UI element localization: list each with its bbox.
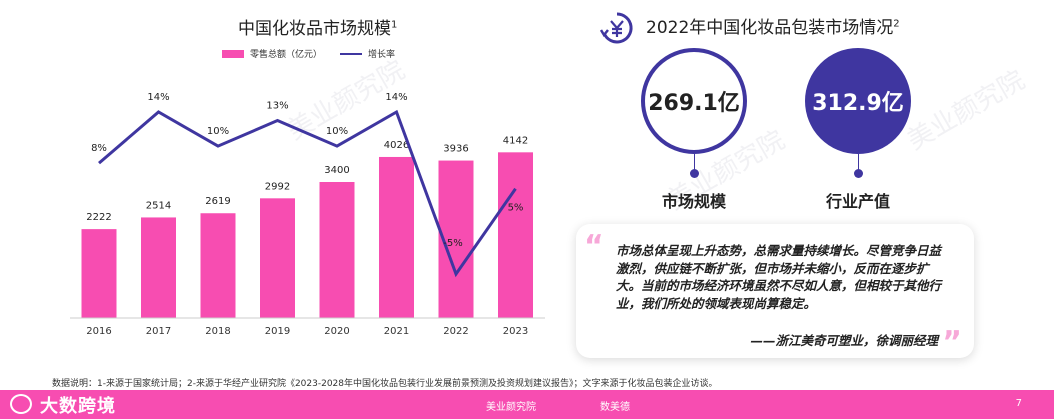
yen-cycle-icon [600, 12, 633, 44]
bar-2018 [200, 213, 236, 318]
quote-close-mark: ” [942, 325, 962, 360]
growth-rate-label: 10% [207, 126, 229, 137]
chart-legend: 零售总额（亿元） 增长率 [222, 47, 395, 60]
page-number: 7 [1015, 398, 1022, 409]
x-tick-label: 2021 [384, 326, 409, 337]
x-tick-label: 2018 [205, 326, 230, 337]
bar-value-label: 2514 [146, 200, 171, 211]
growth-rate-label: -5% [443, 238, 462, 249]
growth-rate-line [98, 109, 517, 278]
footer-logo-yanjiuyuan: 美业颜究院 [486, 402, 536, 413]
data-source-note: 数据说明：1-来源于国家统计局；2-来源于华经产业研究院《2023-2028年中… [52, 379, 718, 389]
market-size-dot [690, 169, 699, 178]
growth-rate-label: 13% [266, 101, 288, 112]
industry-output-connector [858, 154, 859, 170]
bar-2021 [379, 156, 414, 318]
legend-line-label: 增长率 [368, 50, 396, 60]
brand-logo-icon [10, 394, 32, 414]
industry-output-dot [854, 169, 863, 178]
bar-value-label: 4142 [503, 135, 528, 146]
quote-open-mark: “ [584, 229, 604, 264]
industry-output-circle: 312.9亿 [805, 48, 911, 154]
bar-value-label: 2619 [205, 196, 230, 207]
growth-rate-label: 10% [326, 126, 348, 137]
chart-title-footnote: 1 [391, 19, 398, 31]
industry-output-label: 行业产值 [825, 192, 890, 211]
legend-line-swatch [340, 52, 363, 55]
bar-value-label: 2222 [86, 212, 111, 223]
retail-growth-chart: 2222 2514 2619 2992 3400 4026 3936 4142 8% 14% 10… [70, 92, 545, 337]
x-tick-label: 2020 [324, 326, 349, 337]
market-size-label: 市场规模 [661, 192, 726, 211]
x-tick-label: 2023 [503, 326, 528, 337]
footer-brand: 大数跨境 [40, 396, 116, 417]
x-tick-label: 2019 [265, 326, 290, 337]
bar-value-label: 3400 [324, 165, 349, 176]
growth-rate-label: 14% [147, 92, 169, 103]
bar-2023 [498, 152, 533, 318]
industry-output-value: 312.9亿 [812, 91, 904, 116]
bar-2019 [260, 198, 295, 318]
packaging-title: 2022年中国化妆品包装市场情况2 [646, 18, 900, 38]
growth-rate-label: 5% [508, 203, 524, 214]
market-size-circle: 269.1亿 [641, 48, 747, 154]
quote-author: ——浙江美奇可塑业，徐调丽经理 [750, 333, 938, 348]
growth-rate-label: 8% [91, 143, 107, 154]
bar-value-label: 3936 [443, 144, 468, 155]
bar-value-label: 4026 [384, 140, 409, 151]
footer-bar: 大数跨境 美业颜究院 数美德 7 [0, 390, 1054, 419]
x-tick-label: 2022 [443, 326, 468, 337]
market-size-connector [694, 154, 695, 170]
legend-bar-label: 零售总额（亿元） [250, 50, 323, 60]
growth-rate-label: 14% [385, 92, 407, 103]
bar-2016 [81, 229, 117, 318]
x-tick-label: 2017 [146, 326, 171, 337]
market-size-value: 269.1亿 [648, 91, 740, 116]
bar-value-label: 2992 [265, 181, 290, 192]
watermark: 美业颜究院 [902, 65, 1031, 157]
bar-2017 [141, 217, 176, 318]
quote-text: 市场总体呈现上升态势，总需求量持续增长。尽管竞争日益激烈，供应链不断扩张，但市场… [616, 243, 942, 311]
packaging-title-footnote: 2 [893, 18, 900, 30]
legend-bar-swatch [222, 49, 244, 58]
bar-2020 [319, 182, 355, 318]
footer-logo-shumeide: 数美德 [600, 402, 630, 413]
chart-title: 中国化妆品市场规模1 [238, 19, 398, 39]
x-tick-label: 2016 [86, 326, 111, 337]
quote-card: “ 市场总体呈现上升态势，总需求量持续增长。尽管竞争日益激烈，供应链不断扩张，但… [576, 224, 974, 358]
